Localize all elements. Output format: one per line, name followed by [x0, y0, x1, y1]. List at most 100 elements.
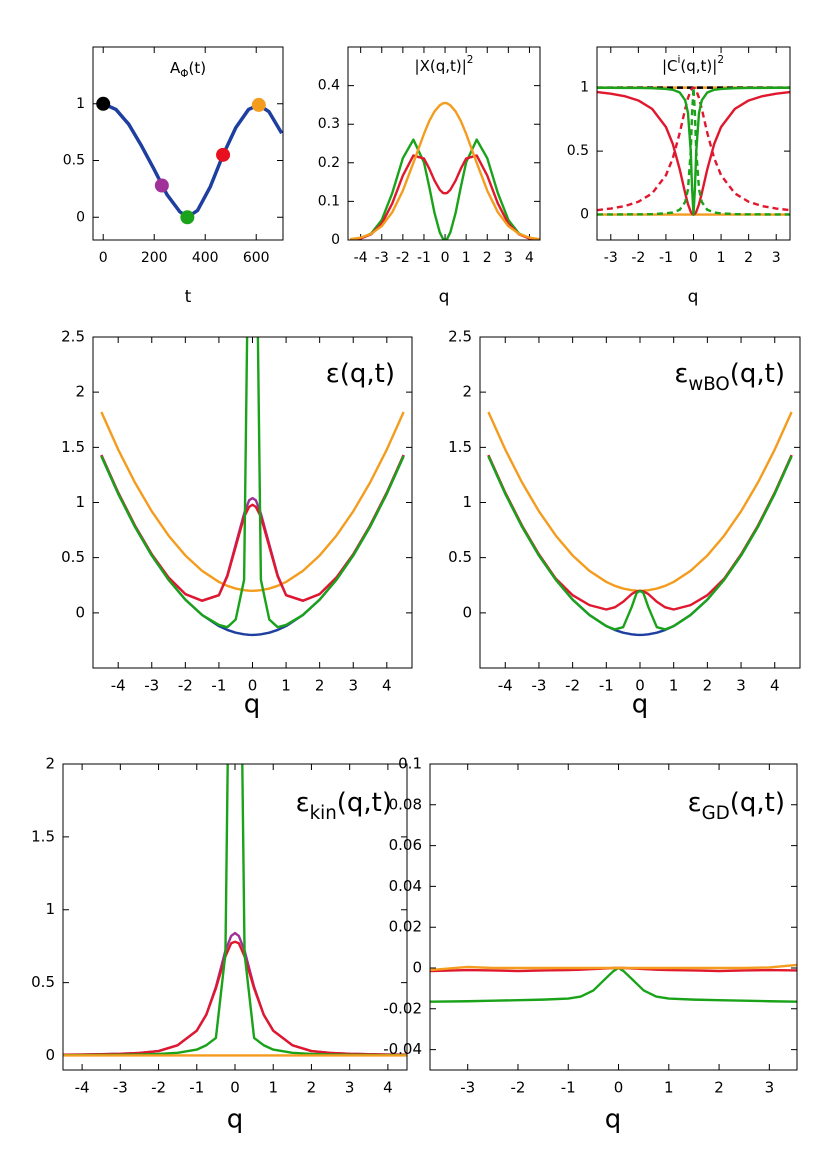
y-tick-label: 1	[462, 493, 472, 511]
x-tick-label: 600	[243, 250, 270, 266]
y-tick-label: 0.5	[61, 548, 85, 566]
marker	[154, 178, 169, 193]
x-tick-label: 200	[141, 250, 168, 266]
x-tick-label: -2	[510, 1079, 525, 1097]
plot-area	[430, 963, 797, 1003]
y-tick-label: 1.5	[31, 827, 55, 845]
y-tick-label: 1.5	[61, 438, 85, 456]
panel: -4 -3 -2 -1 0 1 2 3 4 0 0.5 1 1.5 2 2.5 ε(q,t) q	[61, 328, 413, 720]
title-part: kin	[310, 803, 337, 824]
curve	[430, 966, 797, 1003]
panel: -3 -2 -1 0 1 2 300.51|Ci(q,t)|2q	[567, 46, 791, 307]
x-tick-label: 4	[382, 677, 392, 695]
title-part: A	[170, 59, 181, 77]
marker	[251, 97, 266, 112]
title-part: (q,t)|	[680, 57, 717, 75]
title-part: (q,t)	[730, 359, 785, 389]
panel-title: |Ci(q,t)|2	[662, 54, 724, 75]
x-tick-label: -3	[113, 1079, 128, 1097]
x-axis-label: t	[185, 287, 192, 307]
curve	[349, 138, 540, 240]
panel-title: εwBO(q,t)	[674, 359, 785, 395]
y-tick-label: 0.5	[448, 548, 472, 566]
x-tick-label: -4	[354, 250, 368, 266]
title-part: Φ	[180, 68, 188, 80]
y-tick-label: 0.4	[318, 78, 340, 94]
x-tick-label: 1	[462, 250, 471, 266]
title-part: 2	[467, 54, 474, 66]
x-tick-label: 400	[192, 250, 219, 266]
curve	[102, 102, 283, 220]
y-tick-label: 0.1	[398, 755, 422, 773]
y-tick-label: 0.2	[318, 155, 340, 171]
x-tick-label: 0	[230, 1079, 240, 1097]
curve	[63, 940, 407, 1056]
y-tick-label: 1	[580, 80, 589, 96]
y-tick-label: -0.04	[383, 1040, 422, 1058]
x-tick-label: -1	[659, 250, 673, 266]
x-tick-label: -1	[561, 1079, 576, 1097]
x-tick-label: 0	[248, 677, 258, 695]
y-tick-label: 0.5	[31, 973, 55, 991]
curve	[349, 154, 540, 240]
x-axis-label: q	[688, 287, 699, 307]
frame	[92, 336, 413, 669]
curve	[597, 86, 790, 212]
x-tick-label: -3	[375, 250, 389, 266]
y-tick-label: 0	[76, 209, 85, 225]
curve	[349, 101, 540, 240]
x-tick-label: 0	[689, 250, 698, 266]
y-tick-label: 2	[75, 383, 85, 401]
x-tick-label: 2	[483, 250, 492, 266]
curve	[597, 86, 790, 216]
plot-area	[349, 101, 540, 240]
x-tick-label: 0	[635, 677, 645, 695]
x-tick-label: -3	[144, 677, 159, 695]
x-tick-label: 3	[345, 1079, 355, 1097]
y-tick-label: 0.02	[389, 918, 422, 936]
curve	[487, 455, 793, 631]
x-tick-label: 2	[315, 677, 325, 695]
curve	[100, 454, 405, 602]
frame	[596, 46, 791, 241]
title-part: 2	[717, 54, 724, 66]
x-tick-label: 4	[525, 250, 534, 266]
curve	[100, 411, 405, 592]
curve	[63, 931, 407, 1056]
x-tick-label: 0	[441, 250, 450, 266]
panel: 0 200 400 600 0 0.5 1 AΦ(t) t	[63, 46, 284, 307]
y-tick-label: -0.02	[383, 999, 422, 1017]
title-part: GD	[702, 803, 730, 824]
panel-title: AΦ(t)	[170, 59, 206, 81]
y-tick-label: 1	[75, 493, 85, 511]
x-tick-label: 1	[669, 677, 679, 695]
curve	[487, 411, 793, 592]
x-tick-label: 1	[664, 1079, 674, 1097]
y-tick-label: 2.5	[448, 328, 472, 346]
y-tick-label: 0	[331, 232, 340, 248]
frame	[429, 763, 798, 1071]
marker	[216, 147, 231, 162]
title-part: |X(q,t)|	[415, 57, 467, 75]
x-tick-label: -2	[151, 1079, 166, 1097]
title-part: ε	[296, 788, 310, 818]
y-tick-label: 0.08	[389, 795, 422, 813]
x-tick-label: 4	[770, 677, 780, 695]
y-tick-label: 0	[462, 603, 472, 621]
y-tick-label: 0	[45, 1046, 55, 1064]
title-part: i	[677, 54, 680, 66]
curve	[100, 337, 405, 629]
title-part: ε(q,t)	[326, 359, 395, 389]
x-tick-label: 3	[765, 1079, 775, 1097]
x-axis-label: q	[605, 1105, 622, 1135]
x-tick-label: 4	[383, 1079, 393, 1097]
x-tick-label: 3	[772, 250, 781, 266]
panel: -4 -3 -2 -1 0 1 2 3 4 0 0.5 1 1.5 2 2.5 εwBO(q,t) q	[448, 328, 801, 720]
x-tick-label: -3	[460, 1079, 475, 1097]
x-tick-label: 3	[504, 250, 513, 266]
x-tick-label: 3	[348, 677, 358, 695]
x-tick-label: -4	[75, 1079, 90, 1097]
y-tick-label: 0.5	[567, 143, 589, 159]
x-tick-label: 2	[714, 1079, 724, 1097]
